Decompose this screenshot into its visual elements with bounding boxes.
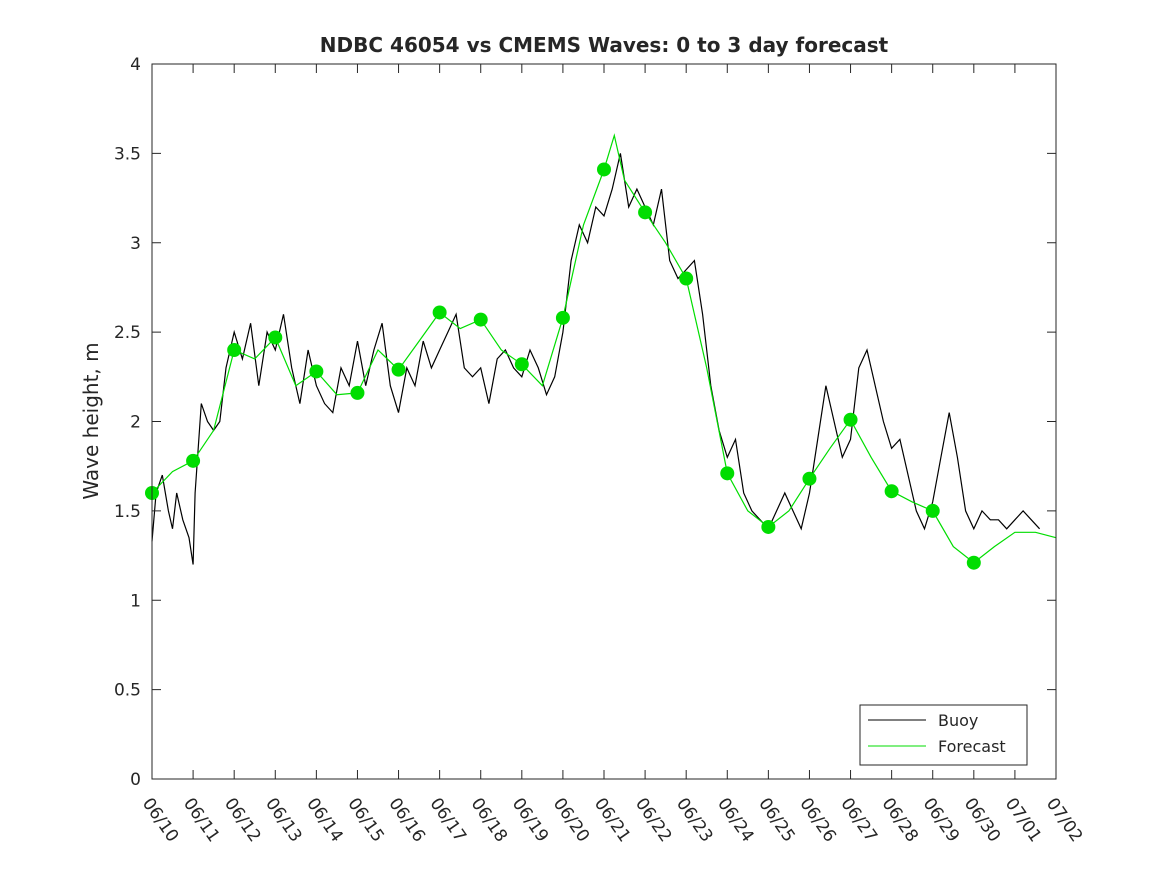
forecast-marker — [432, 305, 447, 320]
forecast-marker — [966, 555, 981, 570]
y-tick-label: 1.5 — [114, 502, 141, 522]
forecast-marker — [843, 412, 858, 427]
y-tick-labels: 0 0.5 1 1.5 2 2.5 3 3.5 4 — [114, 55, 141, 790]
forecast-marker — [638, 205, 653, 220]
x-tick-label: 06/12 — [220, 794, 264, 846]
x-tick-label: 06/18 — [467, 794, 511, 846]
forecast-marker — [925, 503, 940, 518]
x-tick-label: 06/24 — [713, 794, 757, 846]
forecast-marker — [514, 357, 529, 372]
legend-label-forecast: Forecast — [938, 737, 1006, 756]
y-tick-label: 1 — [130, 591, 141, 611]
forecast-marker — [679, 271, 694, 286]
forecast-marker — [761, 519, 776, 534]
forecast-marker — [884, 484, 899, 499]
series-layer — [151, 133, 1057, 565]
y-tick-label: 2 — [130, 413, 141, 433]
y-tick-label: 2.5 — [114, 323, 141, 343]
x-tick-label: 06/19 — [508, 794, 552, 846]
x-tick-label: 06/14 — [302, 794, 346, 846]
x-tick-labels: 06/1006/1106/1206/1306/1406/1506/1606/17… — [138, 794, 1086, 846]
legend-box — [859, 704, 1028, 766]
plot-frame — [151, 63, 1057, 780]
y-tick-label: 3 — [130, 234, 141, 254]
x-tick-label: 06/20 — [549, 794, 593, 846]
forecast-marker — [720, 466, 735, 481]
x-tick-label: 06/30 — [960, 794, 1004, 846]
x-tick-label: 06/17 — [426, 794, 470, 846]
x-tick-label: 06/21 — [590, 794, 634, 846]
forecast-marker — [473, 312, 488, 327]
y-axis-label: Wave height, m — [79, 342, 103, 499]
x-tick-label: 06/16 — [384, 794, 428, 846]
legend-label-buoy: Buoy — [938, 711, 978, 730]
series-line-buoy — [151, 153, 1041, 565]
x-tick-label: 07/01 — [1001, 794, 1045, 846]
x-tick-label: 06/11 — [179, 794, 223, 846]
forecast-marker — [186, 453, 201, 468]
x-tick-label: 06/27 — [836, 794, 880, 846]
x-tick-label: 06/15 — [343, 794, 387, 846]
forecast-marker — [227, 343, 242, 357]
y-tick-label: 0 — [130, 770, 141, 790]
chart-title: NDBC 46054 vs CMEMS Waves: 0 to 3 day fo… — [320, 33, 889, 57]
forecast-marker — [391, 362, 406, 377]
forecast-marker — [350, 385, 365, 400]
x-tick-label: 06/28 — [878, 794, 922, 846]
x-tick-label: 06/22 — [631, 794, 675, 846]
forecast-marker — [555, 310, 570, 325]
x-tick-label: 06/25 — [754, 794, 798, 846]
series-line-forecast — [151, 133, 1057, 564]
forecast-marker — [802, 471, 817, 486]
forecast-marker — [597, 162, 611, 177]
x-tick-label: 07/02 — [1042, 794, 1086, 846]
y-tick-label: 3.5 — [114, 144, 141, 164]
legend: Buoy Forecast — [859, 704, 1028, 766]
x-tick-label: 06/29 — [919, 794, 963, 846]
y-tick-label: 4 — [130, 55, 141, 75]
forecast-marker — [309, 364, 324, 379]
x-tick-label: 06/13 — [261, 794, 305, 846]
y-tick-label: 0.5 — [114, 681, 141, 701]
plot-area — [152, 64, 1056, 779]
x-tick-label: 06/10 — [138, 794, 182, 846]
x-tick-label: 06/23 — [672, 794, 716, 846]
forecast-marker — [268, 330, 283, 345]
x-tick-label: 06/26 — [795, 794, 839, 846]
